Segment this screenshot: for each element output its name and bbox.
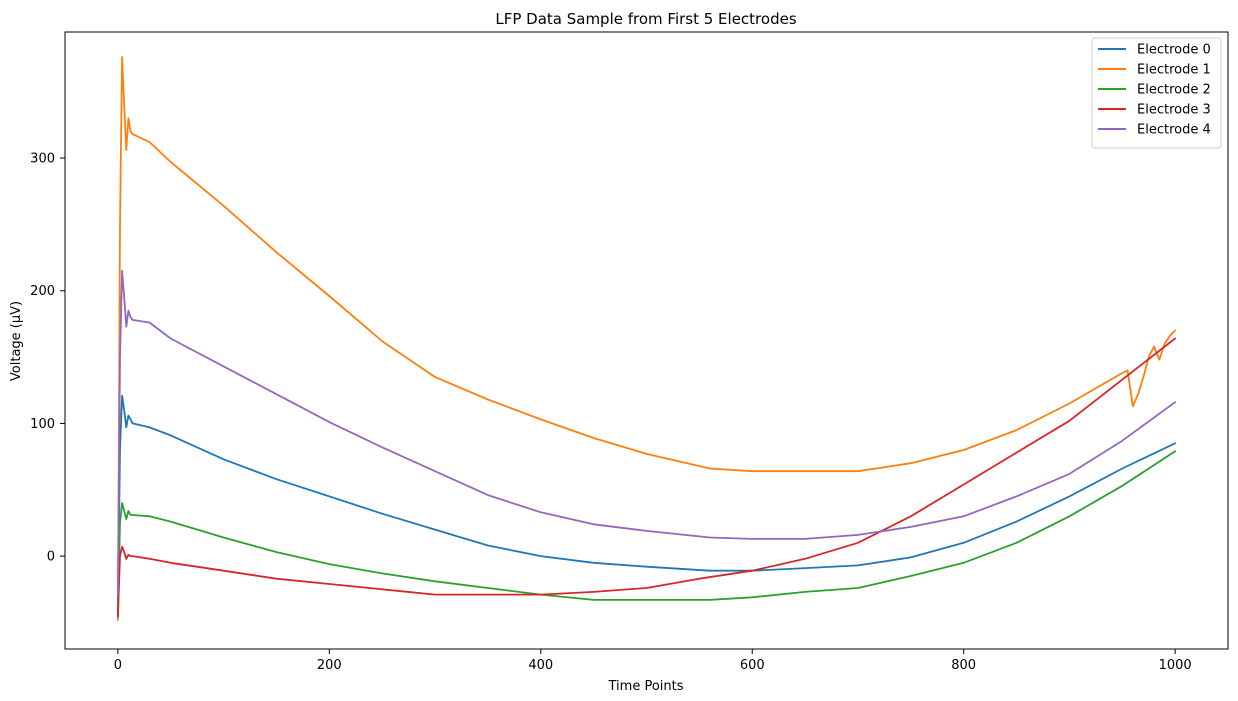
legend: Electrode 0 Electrode 1 Electrode 2 Electro… <box>1091 37 1222 149</box>
x-tick-label: 200 <box>317 658 342 673</box>
series-line-electrode-3 <box>117 337 1176 617</box>
x-tick-label: 800 <box>951 658 976 673</box>
x-tick-label: 600 <box>740 658 765 673</box>
legend-label: Electrode 0 <box>1137 43 1211 58</box>
x-axis-title: Time Points <box>608 679 684 694</box>
y-tick-label: 300 <box>30 152 55 167</box>
series-line-electrode-0 <box>117 394 1176 611</box>
series-line-electrode-1 <box>117 56 1176 621</box>
series-layer <box>117 56 1176 621</box>
plot-area-frame <box>64 31 1229 650</box>
chart-title: LFP Data Sample from First 5 Electrodes <box>495 10 796 28</box>
legend-label: Electrode 1 <box>1137 63 1211 78</box>
legend-label: Electrode 3 <box>1137 103 1211 118</box>
legend-label: Electrode 4 <box>1137 123 1211 138</box>
legend-label: Electrode 2 <box>1137 83 1211 98</box>
series-line-electrode-4 <box>117 269 1176 597</box>
x-tick-label: 400 <box>528 658 553 673</box>
y-tick-label: 100 <box>30 417 55 432</box>
x-tick-label: 1000 <box>1159 658 1192 673</box>
tick-layer: 0 200 400 600 800 1000 0 100 200 300 <box>30 152 1192 673</box>
y-tick-label: 0 <box>47 550 55 565</box>
y-tick-label: 200 <box>30 284 55 299</box>
x-tick-label: 0 <box>114 658 122 673</box>
y-axis-title: Voltage (µV) <box>9 301 24 381</box>
legend-box <box>1091 37 1222 149</box>
series-line-electrode-2 <box>117 450 1176 619</box>
